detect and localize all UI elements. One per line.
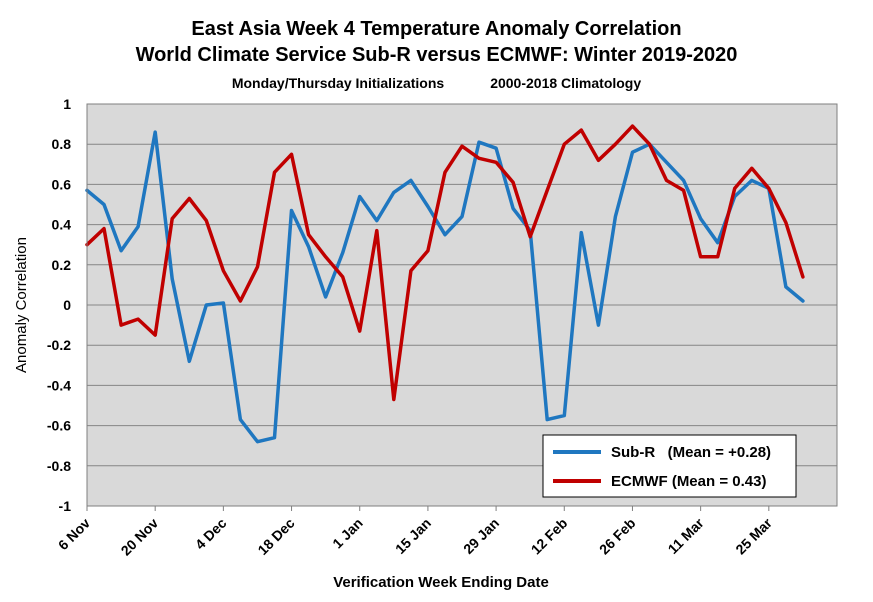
y-tick-label: -0.2 [47,337,71,353]
y-tick-label: 0.6 [52,176,72,192]
y-tick-label: 0.2 [52,257,72,273]
legend: Sub-R (Mean = +0.28) ECMWF (Mean = 0.43) [542,434,797,498]
y-tick-label: 0.8 [52,136,72,152]
y-axis-label: Anomaly Correlation [13,237,30,373]
x-tick-label: 6 Nov [55,515,93,553]
series-group [85,124,805,444]
x-tick-label: 4 Dec [192,515,230,553]
series-line-sub-r [85,130,805,444]
x-tick-label: 29 Jan [460,515,502,557]
y-tick-label: 0.4 [52,217,72,233]
y-tick-label: 1 [63,96,71,112]
chart-subtitle: World Climate Service Sub-R versus ECMWF… [135,44,738,66]
legend-label-ecmwf: ECMWF (Mean = 0.43) [611,473,766,490]
subtitle-climatology: 2000-2018 Climatology [490,75,642,91]
y-axis-ticks: 1 0.8 0.6 0.4 0.2 0 -0.2 -0.4 -0.6 -0.8 -1 [47,96,71,514]
subtitle-initializations: Monday/Thursday Initializations [231,75,445,91]
y-tick-label: -0.8 [47,458,71,474]
y-tick-label: -0.4 [47,377,71,393]
x-axis-label: Verification Week Ending Date [333,574,549,591]
plot-border [86,103,838,507]
x-tick-label: 18 Dec [254,515,297,558]
y-tick-label: -1 [59,498,72,514]
x-axis-ticks: 6 Nov 20 Nov 4 Dec 18 Dec 1 Jan 15 Jan 29 Jan 1… [55,506,775,559]
x-tick-label: 26 Feb [596,515,639,558]
legend-label-subr: Sub-R (Mean = +0.28) [611,444,771,461]
legend-box [542,434,797,498]
x-tick-label: 12 Feb [528,515,571,558]
x-tick-label: 11 Mar [665,514,708,557]
chart-subtitle-2: Monday/Thursday Initializations 2000-2018… [0,75,873,91]
x-tick-label: 20 Nov [118,515,162,559]
chart-title: East Asia Week 4 Temperature Anomaly Cor… [191,18,682,40]
x-tick-label: 1 Jan [329,515,366,552]
x-tick-label: 25 Mar [732,514,775,557]
series-line-ecmwf [85,124,805,402]
x-tick-label: 15 Jan [392,515,434,557]
y-tick-label: 0 [63,297,71,313]
y-tick-label: -0.6 [47,418,71,434]
